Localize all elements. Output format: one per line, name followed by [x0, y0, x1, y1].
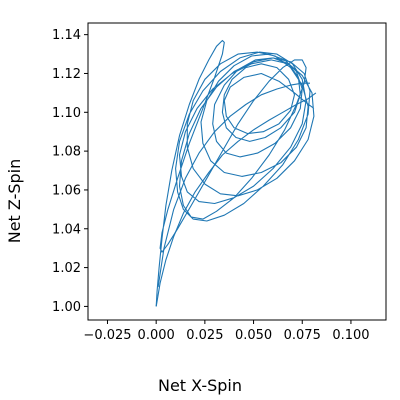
x-tick-label: 0.075: [284, 328, 321, 343]
y-tick-label: 1.00: [52, 300, 81, 315]
y-tick-label: 1.08: [52, 145, 81, 160]
y-tick-label: 1.10: [52, 106, 81, 121]
y-tick-label: 1.02: [52, 261, 81, 276]
y-axis-label: Net Z-Spin: [5, 159, 24, 244]
y-tick-label: 1.04: [52, 222, 81, 237]
series-line-2: [157, 82, 310, 288]
x-axis: −0.025 0.000 0.025 0.050 0.075 0.100: [83, 320, 370, 343]
axes-frame: [87, 22, 387, 321]
y-axis: 1.00 1.02 1.04 1.06 1.08 1.10 1.12 1.14: [52, 28, 88, 315]
y-tick-label: 1.06: [52, 183, 81, 198]
series-line-0: [155, 39, 315, 307]
y-tick-label: 1.14: [52, 28, 81, 43]
x-axis-label: Net X-Spin: [158, 376, 242, 395]
x-tick-label: −0.025: [83, 328, 131, 343]
plot-area: [155, 39, 317, 307]
x-tick-label: 0.000: [138, 328, 175, 343]
y-tick-label: 1.12: [52, 67, 81, 82]
x-tick-label: 0.025: [186, 328, 223, 343]
x-tick-label: 0.050: [235, 328, 272, 343]
x-tick-label: 0.100: [332, 328, 369, 343]
series-line-1: [155, 92, 317, 307]
